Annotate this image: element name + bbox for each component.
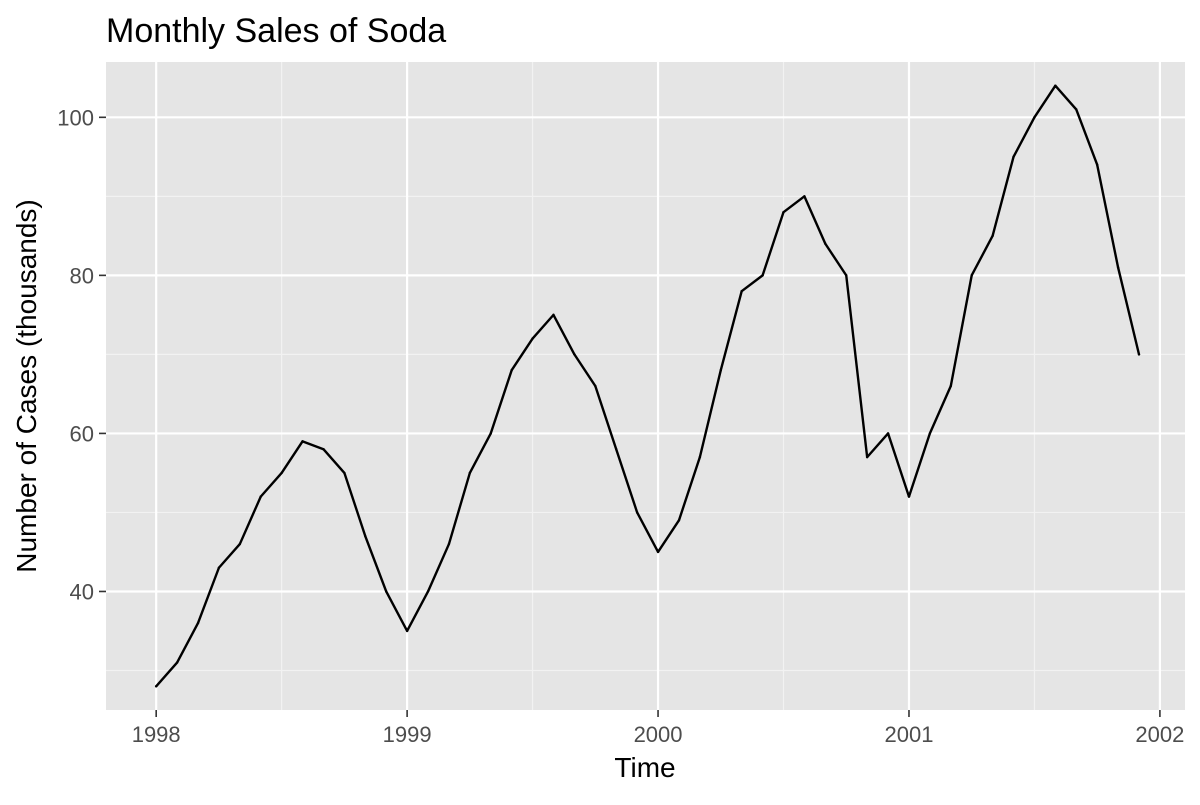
data-point — [970, 274, 973, 277]
data-point — [385, 590, 388, 593]
data-point — [405, 629, 409, 633]
x-tick-label: 2002 — [1135, 722, 1184, 747]
data-point — [259, 495, 262, 498]
series-layer — [154, 84, 1141, 688]
data-point — [343, 471, 346, 475]
x-tick-label: 1998 — [132, 722, 181, 747]
y-axis-title: Number of Cases (thousands) — [11, 199, 42, 573]
data-point — [886, 432, 890, 435]
data-point — [719, 368, 722, 372]
data-point — [1012, 155, 1015, 159]
data-point — [761, 274, 764, 277]
data-point — [740, 289, 743, 293]
data-point — [698, 455, 702, 459]
series-line — [154, 84, 1141, 688]
data-point — [301, 440, 304, 443]
data-point — [175, 661, 179, 664]
data-point — [656, 550, 660, 554]
data-point — [1116, 266, 1120, 269]
y-tick-label: 80 — [70, 263, 94, 288]
data-point — [865, 455, 869, 459]
data-point — [468, 471, 472, 475]
chart-title: Monthly Sales of Soda — [106, 12, 446, 50]
data-point — [928, 432, 932, 435]
data-point — [803, 195, 806, 198]
x-tick-label: 2001 — [885, 722, 934, 747]
y-tick-label: 100 — [57, 105, 94, 130]
y-tick-label: 40 — [70, 579, 94, 604]
minor-gridlines — [106, 62, 1185, 710]
data-point — [573, 353, 576, 356]
data-point — [322, 448, 325, 451]
data-point — [1033, 116, 1036, 119]
data-point — [1054, 84, 1057, 87]
data-point — [196, 621, 200, 625]
data-point — [1137, 353, 1141, 356]
data-point — [824, 242, 827, 245]
data-point — [447, 542, 451, 546]
data-point — [991, 234, 994, 238]
y-tick-label: 60 — [70, 421, 94, 446]
x-axis-title: Time — [614, 752, 675, 783]
data-point — [635, 511, 639, 514]
data-point — [510, 368, 513, 372]
data-point — [426, 590, 430, 593]
data-point — [677, 519, 681, 522]
data-point — [364, 534, 367, 538]
data-point — [280, 471, 283, 475]
plot-panel — [106, 62, 1185, 710]
data-point — [489, 432, 492, 435]
axis-ticks — [99, 116, 1161, 717]
data-point — [238, 542, 242, 546]
data-point — [949, 384, 952, 388]
data-point — [594, 384, 597, 388]
data-point — [782, 210, 785, 214]
data-point — [552, 313, 555, 317]
data-point — [217, 566, 221, 569]
x-tick-label: 1999 — [383, 722, 432, 747]
data-point — [845, 274, 848, 277]
data-point — [615, 448, 618, 451]
tick-labels: 1998 1999 2000 2001 2002 40 60 80 100 — [57, 105, 1184, 747]
x-tick-label: 2000 — [634, 722, 683, 747]
data-point — [1075, 108, 1078, 111]
data-point — [907, 495, 911, 498]
major-gridlines — [106, 62, 1185, 710]
data-point — [531, 337, 534, 340]
data-point — [154, 685, 158, 688]
data-point — [1095, 163, 1099, 166]
